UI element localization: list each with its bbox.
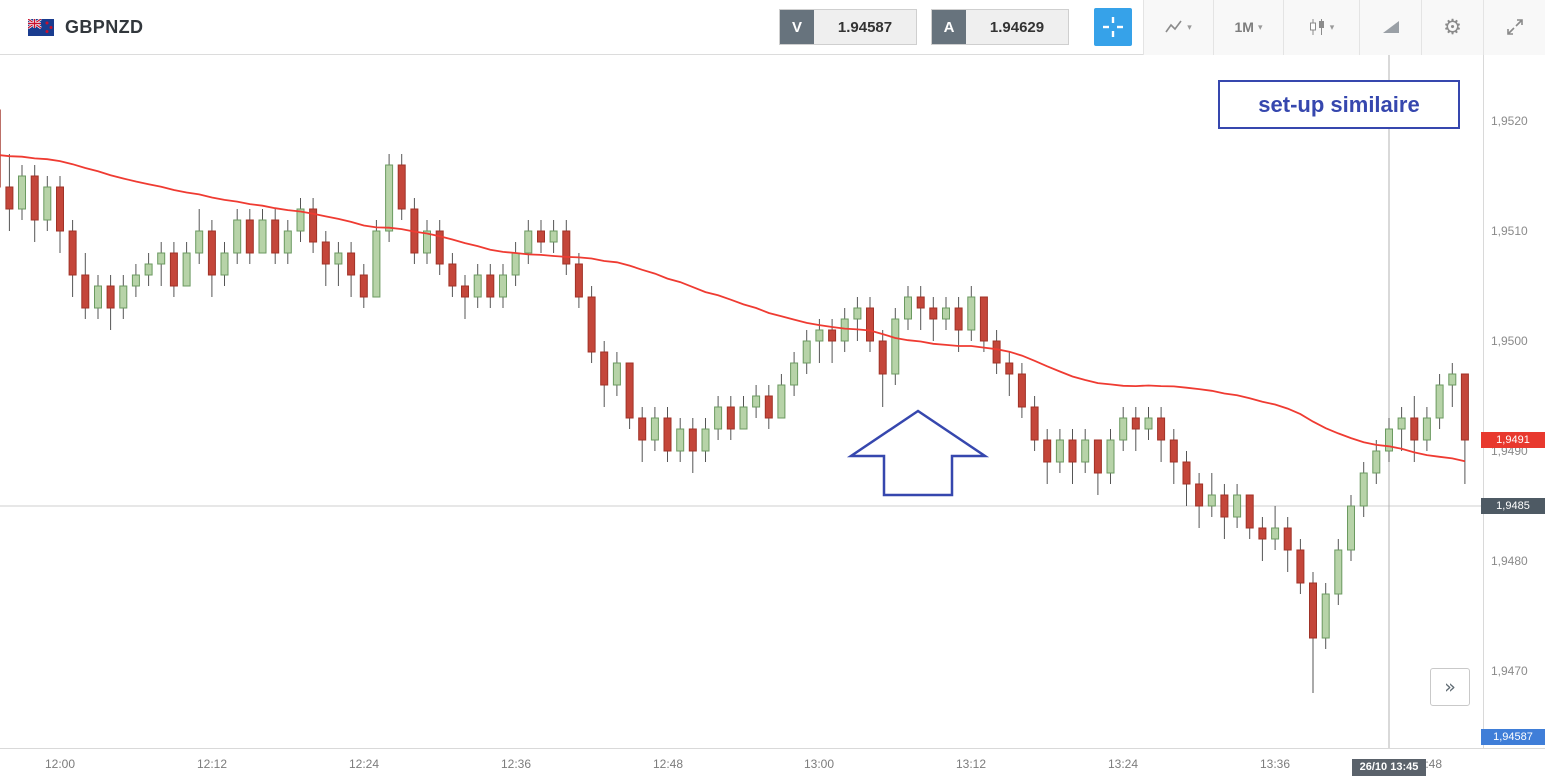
- time-axis-label: 13:24: [1101, 757, 1145, 771]
- chevron-down-icon: ▾: [1187, 22, 1192, 33]
- chart-toolbar: ▾ 1M ▾ ▾ ⚙: [1143, 0, 1545, 55]
- crosshair-icon: [1102, 16, 1124, 38]
- chart-type-button[interactable]: ▾: [1143, 0, 1213, 55]
- crosshair-time-badge: 26/10 13:45: [1352, 759, 1426, 776]
- instrument-title: GBPNZD: [65, 17, 143, 38]
- candlestick-icon: [1309, 18, 1326, 36]
- setup-annotation-label: set-up similaire: [1258, 92, 1419, 118]
- sell-quote-button[interactable]: V 1.94587: [779, 9, 917, 45]
- header: GBPNZD V 1.94587 A 1.94629 ▾: [0, 0, 1545, 55]
- up-arrow-annotation: [843, 407, 995, 499]
- time-axis-label: 12:36: [494, 757, 538, 771]
- time-axis-label: 12:48: [646, 757, 690, 771]
- sell-side-label: V: [780, 10, 814, 44]
- candlestick-chart[interactable]: [0, 55, 1483, 748]
- time-axis[interactable]: 26/10 13:45 12:00 12:12 12:24 12:36 12:48 13:…: [0, 748, 1545, 784]
- crosshair-tool-button[interactable]: [1094, 8, 1132, 46]
- level-price-badge: 1,9485: [1481, 498, 1545, 514]
- fullscreen-button[interactable]: [1483, 0, 1545, 55]
- chart-area: set-up similaire 1,9520 1,9510 1,9500 1,949…: [0, 55, 1545, 783]
- indicators-button[interactable]: [1359, 0, 1421, 55]
- chevron-down-icon: ▾: [1330, 22, 1335, 33]
- chevron-down-icon: ▾: [1258, 22, 1263, 33]
- candle-style-button[interactable]: ▾: [1283, 0, 1359, 55]
- interval-button[interactable]: 1M ▾: [1213, 0, 1283, 55]
- time-axis-label: 12:24: [342, 757, 386, 771]
- setup-annotation-box: set-up similaire: [1218, 80, 1460, 129]
- settings-button[interactable]: ⚙: [1421, 0, 1483, 55]
- gbpnzd-flag-icon: [28, 19, 54, 36]
- price-axis-label: 1,9480: [1491, 553, 1528, 569]
- price-axis-label: 1,9510: [1491, 223, 1528, 239]
- time-axis-label: 13:36: [1253, 757, 1297, 771]
- expand-icon: [1506, 18, 1524, 36]
- sell-price-marker-badge: 1,94587: [1481, 729, 1545, 745]
- time-axis-label: 13:00: [797, 757, 841, 771]
- interval-label: 1M: [1235, 19, 1254, 35]
- time-axis-label: 13:12: [949, 757, 993, 771]
- price-axis-label: 1,9520: [1491, 113, 1528, 129]
- gear-icon: ⚙: [1443, 17, 1462, 38]
- buy-price-value: 1.94629: [966, 10, 1068, 44]
- buy-quote-button[interactable]: A 1.94629: [931, 9, 1069, 45]
- last-price-badge: 1,9491: [1481, 432, 1545, 448]
- price-axis-label: 1,9470: [1491, 663, 1528, 679]
- time-axis-label: 12:12: [190, 757, 234, 771]
- collapse-panel-button[interactable]: »: [1430, 668, 1470, 706]
- sell-price-value: 1.94587: [814, 10, 916, 44]
- line-chart-icon: [1165, 19, 1183, 35]
- indicators-icon: [1382, 20, 1400, 34]
- price-axis-label: 1,9500: [1491, 333, 1528, 349]
- time-axis-label: 12:00: [38, 757, 82, 771]
- buy-side-label: A: [932, 10, 966, 44]
